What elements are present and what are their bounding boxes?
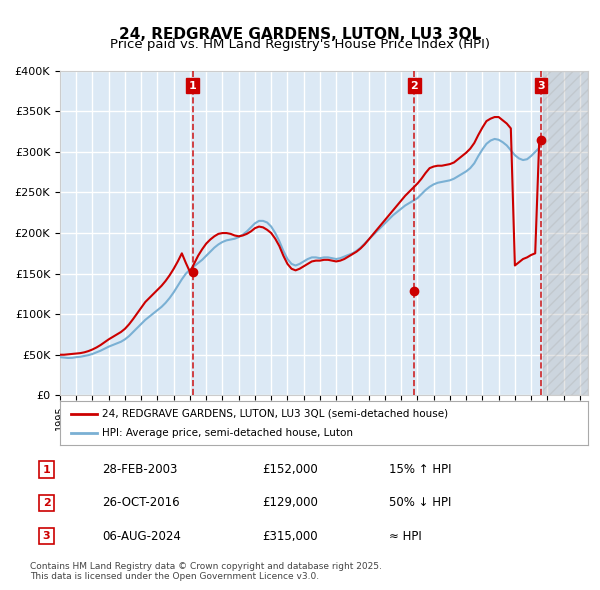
Text: £129,000: £129,000	[262, 496, 318, 509]
Text: HPI: Average price, semi-detached house, Luton: HPI: Average price, semi-detached house,…	[102, 428, 353, 438]
Text: 2: 2	[43, 498, 50, 508]
Text: 15% ↑ HPI: 15% ↑ HPI	[389, 463, 451, 476]
Text: 50% ↓ HPI: 50% ↓ HPI	[389, 496, 451, 509]
Text: 3: 3	[537, 80, 545, 90]
Text: 3: 3	[43, 531, 50, 541]
Text: Price paid vs. HM Land Registry's House Price Index (HPI): Price paid vs. HM Land Registry's House …	[110, 38, 490, 51]
Text: Contains HM Land Registry data © Crown copyright and database right 2025.
This d: Contains HM Land Registry data © Crown c…	[30, 562, 382, 581]
Bar	[544, 71, 588, 395]
Text: 1: 1	[188, 80, 196, 90]
Text: 24, REDGRAVE GARDENS, LUTON, LU3 3QL (semi-detached house): 24, REDGRAVE GARDENS, LUTON, LU3 3QL (se…	[102, 409, 448, 418]
Text: ≈ HPI: ≈ HPI	[389, 529, 422, 543]
Text: 26-OCT-2016: 26-OCT-2016	[102, 496, 179, 509]
Text: 06-AUG-2024: 06-AUG-2024	[102, 529, 181, 543]
Text: £315,000: £315,000	[262, 529, 317, 543]
Text: 28-FEB-2003: 28-FEB-2003	[102, 463, 177, 476]
Text: 24, REDGRAVE GARDENS, LUTON, LU3 3QL: 24, REDGRAVE GARDENS, LUTON, LU3 3QL	[119, 27, 481, 41]
Text: £152,000: £152,000	[262, 463, 317, 476]
Text: 1: 1	[43, 465, 50, 475]
Text: 2: 2	[410, 80, 418, 90]
